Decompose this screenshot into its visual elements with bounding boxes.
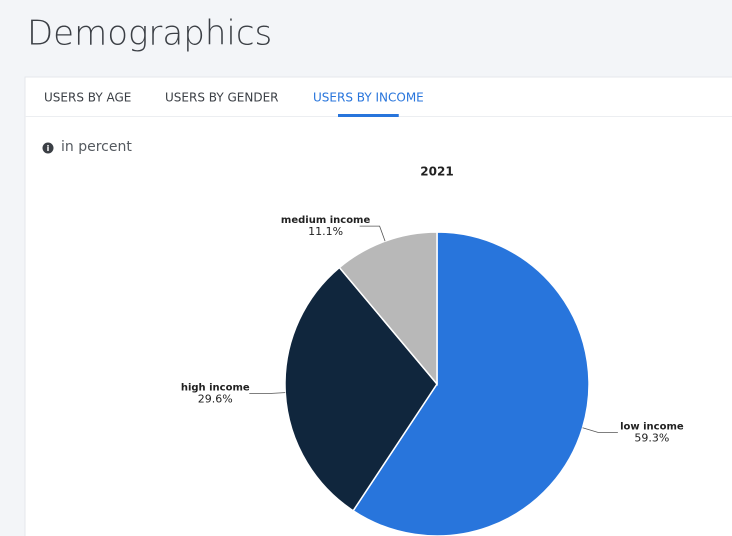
pie-slice [284, 266, 438, 512]
pie-slice [338, 231, 438, 387]
chart-title: 2021 [420, 165, 453, 179]
info-icon [42, 142, 54, 154]
page-title: Demographics [27, 14, 272, 54]
slice-value: 29.6% [198, 392, 233, 405]
tab-bar: USERS BY AGE USERS BY GENDER USERS BY INCO… [44, 91, 424, 117]
leader-line [359, 225, 386, 242]
slice-label: medium income [281, 215, 371, 226]
tab[interactable]: USERS BY GENDER [165, 91, 279, 105]
leader-line [582, 427, 618, 433]
slice-value: 11.1% [308, 225, 343, 238]
leader-line [249, 392, 286, 394]
note: in percent [61, 139, 132, 155]
tab[interactable]: USERS BY AGE [44, 91, 131, 105]
slice-label: low income [620, 421, 684, 432]
tab[interactable]: USERS BY INCOME [313, 91, 424, 105]
info-icon-glyph: i [47, 144, 50, 153]
active-tab-indicator [338, 114, 399, 117]
slice-label: high income [181, 382, 250, 393]
slice-value: 59.3% [634, 431, 669, 444]
